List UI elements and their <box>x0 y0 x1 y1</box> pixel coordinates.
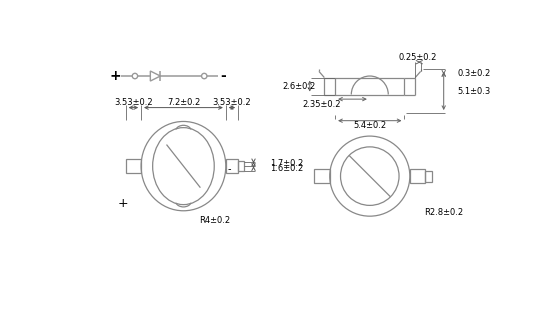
Text: 0.25±0.2: 0.25±0.2 <box>399 53 437 62</box>
Text: R4±0.2: R4±0.2 <box>199 215 230 224</box>
Text: 5.1±0.3: 5.1±0.3 <box>458 87 491 96</box>
Text: 3.53±0.2: 3.53±0.2 <box>114 98 153 107</box>
Bar <box>226 159 238 173</box>
Text: 1.6±0.2: 1.6±0.2 <box>270 164 304 173</box>
Text: 5.4±0.2: 5.4±0.2 <box>353 121 386 130</box>
Bar <box>238 161 244 171</box>
Text: 0.3±0.2: 0.3±0.2 <box>458 69 491 78</box>
Text: 3.53±0.2: 3.53±0.2 <box>213 98 251 107</box>
Text: -: - <box>227 164 231 174</box>
Bar <box>126 159 141 173</box>
Bar <box>425 171 432 182</box>
Text: -: - <box>221 69 226 83</box>
Bar <box>410 169 425 183</box>
Text: 1.7±0.2: 1.7±0.2 <box>270 159 304 168</box>
Text: +: + <box>117 197 128 209</box>
Bar <box>314 169 330 183</box>
Text: R2.8±0.2: R2.8±0.2 <box>423 208 463 217</box>
Text: +: + <box>110 69 122 83</box>
Text: 7.2±0.2: 7.2±0.2 <box>167 98 200 107</box>
Text: 2.35±0.2: 2.35±0.2 <box>302 100 341 109</box>
Text: 2.6±0.2: 2.6±0.2 <box>282 82 316 91</box>
